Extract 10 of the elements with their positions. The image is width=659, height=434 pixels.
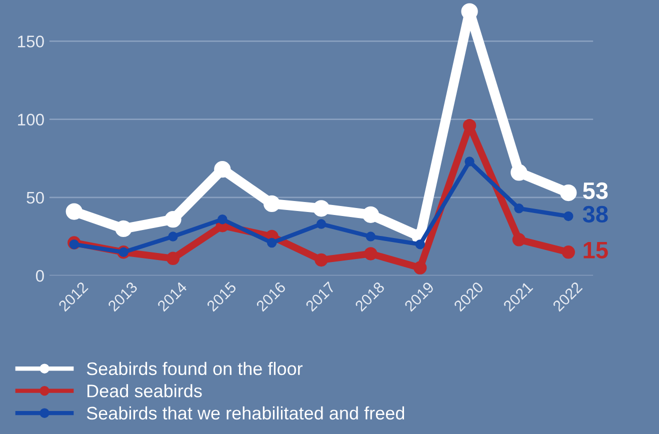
data-label: 38 — [582, 206, 608, 223]
legend-label: Dead seabirds — [88, 384, 202, 398]
data-label: 53 — [583, 182, 608, 200]
legend-label: Seabirds found on the floor — [86, 362, 303, 376]
y-tick-label: 50 — [26, 192, 44, 204]
y-tick-label: 100 — [18, 114, 44, 126]
y-tick-label: 150 — [18, 36, 44, 48]
legend-label: Seabirds that we rehabilitated and freed — [86, 406, 404, 420]
data-label: 15 — [584, 242, 608, 258]
y-tick-label: 0 — [36, 270, 44, 282]
